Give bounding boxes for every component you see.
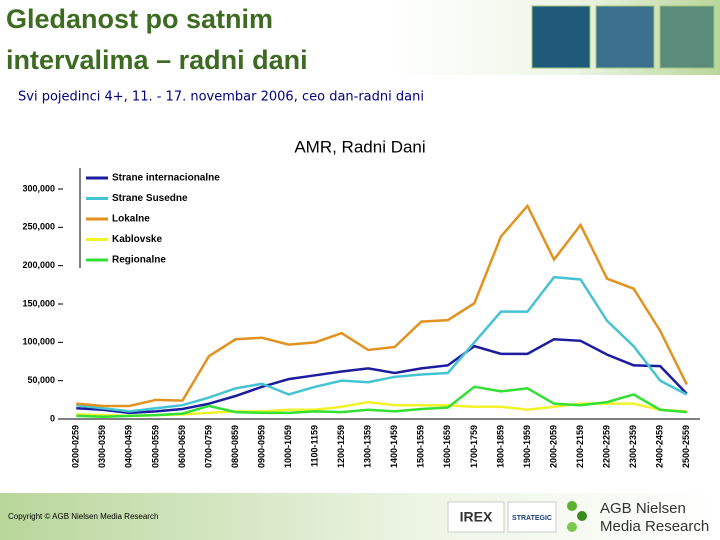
y-tick-label: 150,000 — [22, 298, 55, 308]
brand-icon — [577, 511, 587, 521]
y-tick-label: 200,000 — [22, 260, 55, 270]
brand-icon — [567, 501, 577, 511]
chart-title: AMR, Radni Dani — [294, 137, 425, 156]
slide-title: Gledanost po satnim — [6, 4, 273, 34]
footer-band — [0, 493, 720, 540]
brand: Media Research — [600, 518, 709, 535]
logo: STRATEGIC — [512, 515, 552, 522]
y-tick-label: 100,000 — [22, 337, 55, 347]
series-line — [76, 385, 687, 418]
x-tick-label: 0300-0359 — [97, 425, 107, 468]
legend-label: Lokalne — [112, 214, 150, 225]
x-tick-label: 0900-0959 — [256, 425, 266, 468]
x-tick-label: 0200-0259 — [71, 425, 81, 468]
x-tick-label: 1700-1759 — [469, 425, 479, 468]
slide-title: intervalima – radni dani — [6, 45, 308, 75]
y-tick-label: 300,000 — [22, 183, 55, 193]
x-tick-label: 1900-1959 — [522, 425, 532, 468]
y-tick-label: 0 — [50, 413, 55, 423]
x-tick-label: 1400-1459 — [389, 425, 399, 468]
header-image — [659, 5, 715, 69]
logo-box — [507, 501, 557, 533]
x-tick-label: 2200-2259 — [601, 425, 611, 468]
x-tick-label: 2000-2059 — [548, 425, 558, 468]
copyright: Copyright © AGB Nielsen Media Research — [8, 512, 158, 521]
legend-label: Strane internacionalne — [112, 173, 220, 184]
x-tick-label: 2100-2159 — [575, 425, 585, 468]
logo-box — [447, 501, 505, 533]
legend-label: Kablovske — [112, 234, 162, 245]
x-tick-label: 0500-0559 — [150, 425, 160, 468]
x-tick-label: 2400-2459 — [655, 425, 665, 468]
brand-icon — [567, 522, 577, 532]
x-tick-label: 1200-1259 — [336, 425, 346, 468]
x-tick-label: 2500-2559 — [681, 425, 691, 468]
subtitle: Svi pojedinci 4+, 11. - 17. novembar 200… — [18, 90, 424, 105]
x-tick-label: 2300-2359 — [628, 425, 638, 468]
x-tick-label: 1800-1859 — [495, 425, 505, 468]
series-line — [76, 203, 688, 408]
x-tick-label: 0800-0859 — [230, 425, 240, 468]
x-tick-label: 1600-1659 — [442, 425, 452, 468]
x-tick-label: 1100-1159 — [310, 425, 320, 467]
logo: IREX — [460, 509, 493, 525]
header-image — [595, 5, 655, 69]
series-line — [76, 275, 688, 413]
x-tick-label: 1300-1359 — [363, 425, 373, 468]
legend-label: Strane Susedne — [112, 193, 188, 204]
x-tick-label: 1000-1059 — [283, 425, 293, 468]
y-tick-label: 50,000 — [27, 375, 55, 385]
x-tick-label: 0700-0759 — [203, 425, 213, 468]
legend-label: Regionalne — [112, 255, 166, 266]
x-tick-label: 1500-1559 — [416, 425, 426, 468]
header-image — [531, 5, 591, 69]
series-line — [76, 337, 688, 415]
x-tick-label: 0600-0659 — [177, 425, 187, 468]
y-tick-label: 250,000 — [22, 222, 55, 232]
x-tick-label: 0400-0459 — [124, 425, 134, 468]
brand: AGB Nielsen — [600, 500, 686, 517]
